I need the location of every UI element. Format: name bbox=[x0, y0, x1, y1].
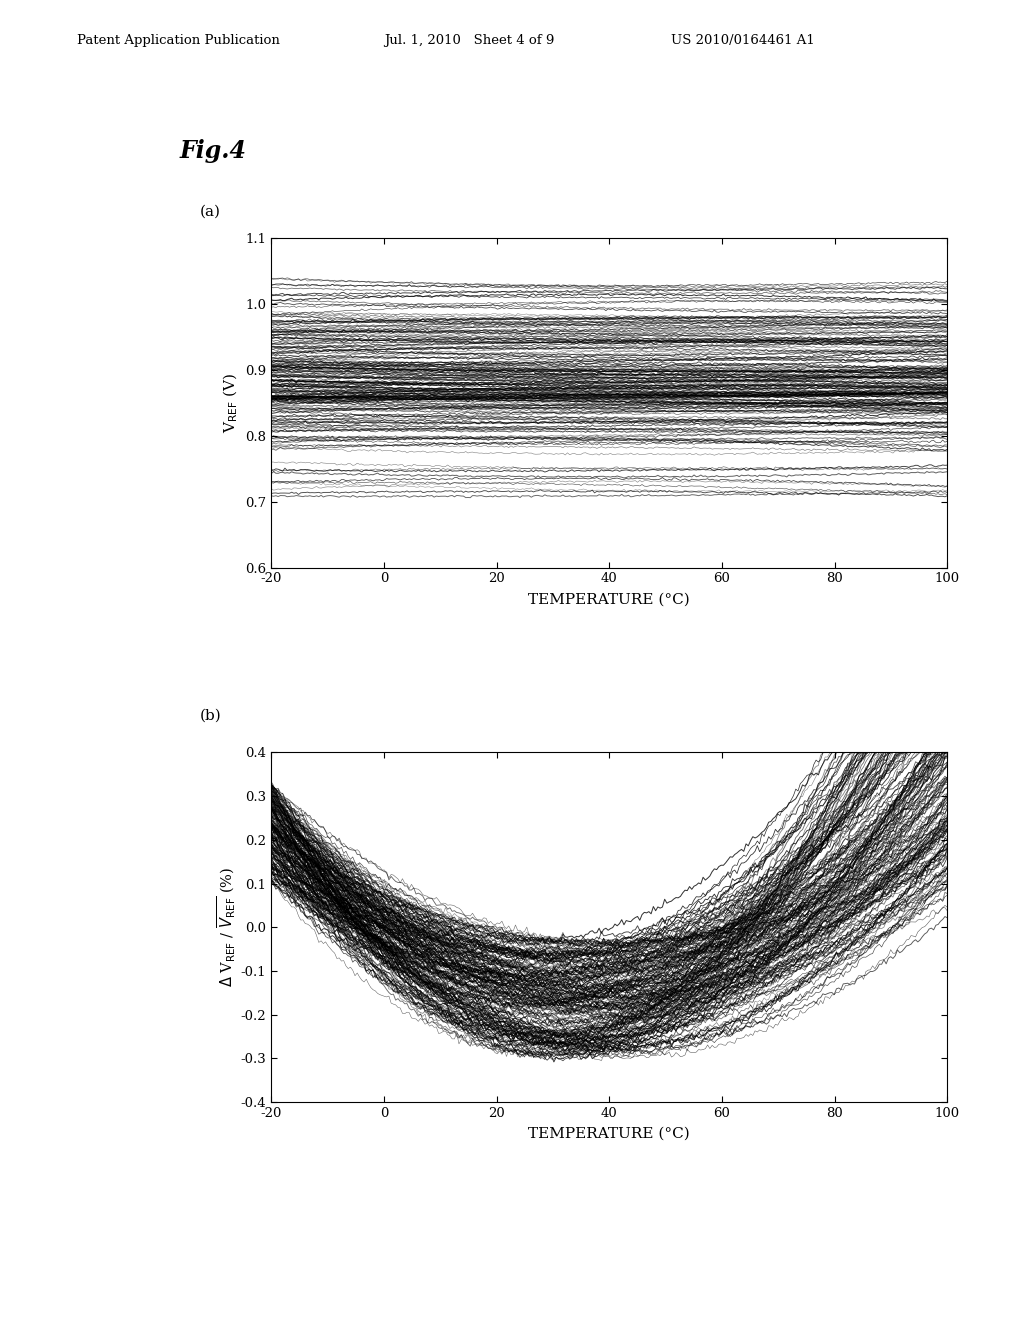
Text: Jul. 1, 2010   Sheet 4 of 9: Jul. 1, 2010 Sheet 4 of 9 bbox=[384, 34, 554, 48]
Text: Fig.4: Fig.4 bbox=[179, 139, 246, 162]
Text: (b): (b) bbox=[200, 709, 221, 723]
X-axis label: TEMPERATURE (°C): TEMPERATURE (°C) bbox=[528, 593, 690, 606]
Text: Patent Application Publication: Patent Application Publication bbox=[77, 34, 280, 48]
Y-axis label: $\Delta$ V$_{\mathrm{REF}}$ / $\overline{V_{\mathrm{REF}}}$ (%): $\Delta$ V$_{\mathrm{REF}}$ / $\overline… bbox=[215, 867, 238, 987]
Text: US 2010/0164461 A1: US 2010/0164461 A1 bbox=[671, 34, 814, 48]
Text: (a): (a) bbox=[200, 205, 221, 219]
X-axis label: TEMPERATURE (°C): TEMPERATURE (°C) bbox=[528, 1127, 690, 1140]
Y-axis label: V$_{\mathrm{REF}}$ (V): V$_{\mathrm{REF}}$ (V) bbox=[221, 372, 240, 433]
